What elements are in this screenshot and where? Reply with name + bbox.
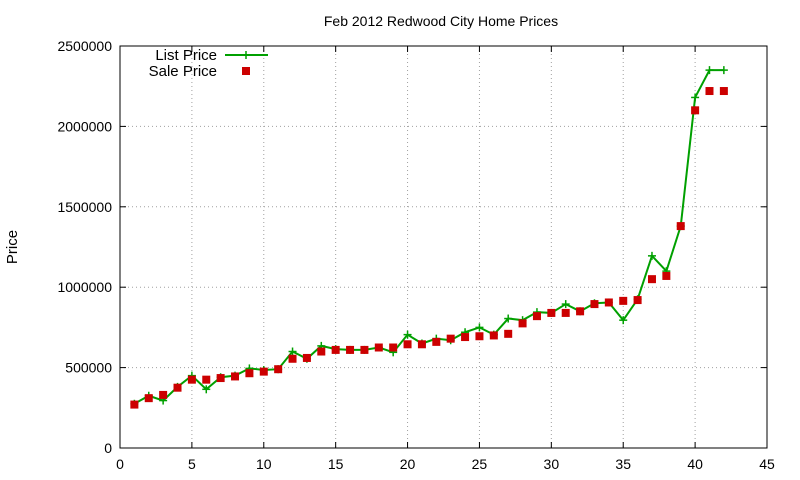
x-tick-label: 40	[687, 456, 703, 472]
list-price-point	[619, 316, 628, 325]
sale-price-point	[461, 333, 470, 342]
y-tick-label: 2000000	[57, 118, 112, 134]
sale-price-point	[231, 372, 240, 381]
sale-price-point	[705, 87, 714, 96]
x-tick-label: 30	[544, 456, 560, 472]
sale-price-point	[403, 340, 412, 349]
list-price-line	[133, 69, 724, 405]
sale-price-point	[360, 345, 369, 354]
x-tick-label: 5	[188, 456, 196, 472]
sale-price-point	[417, 340, 426, 349]
sale-price-point	[518, 319, 527, 328]
list-price-point	[504, 314, 513, 323]
x-tick-label: 25	[472, 456, 488, 472]
x-tick-label: 10	[256, 456, 272, 472]
y-axis-label: Price	[4, 230, 21, 264]
sale-price-point	[173, 383, 182, 392]
y-tick-label: 1500000	[57, 199, 112, 215]
x-tick-label: 45	[759, 456, 775, 472]
sale-price-point	[719, 87, 728, 96]
legend-label: List Price	[155, 47, 217, 64]
sale-price-point	[432, 337, 441, 346]
list-price-point	[647, 251, 656, 260]
chart-title: Feb 2012 Redwood City Home Prices	[324, 13, 558, 29]
sale-price-point	[130, 400, 139, 409]
series-0	[130, 66, 728, 408]
list-price-point	[719, 66, 728, 75]
sale-price-point	[547, 308, 556, 317]
sale-price-point	[633, 296, 642, 305]
sale-price-point	[504, 329, 513, 338]
x-tick-label: 35	[615, 456, 631, 472]
sale-price-point	[202, 375, 211, 384]
sale-price-point	[576, 307, 585, 316]
sale-price-point	[187, 375, 196, 384]
sale-price-point	[159, 390, 168, 399]
sale-price-point	[346, 345, 355, 354]
sale-price-point	[288, 354, 297, 363]
sale-price-point	[619, 296, 628, 305]
sale-price-point	[317, 347, 326, 356]
legend-label: Sale Price	[149, 63, 217, 80]
sale-price-point	[144, 394, 153, 403]
sale-price-point	[302, 353, 311, 362]
list-price-point	[202, 385, 211, 394]
sale-price-point	[389, 343, 398, 352]
y-tick-label: 0	[104, 440, 112, 456]
plot-frame	[119, 45, 768, 449]
sale-price-point	[647, 275, 656, 284]
x-tick-label: 0	[116, 456, 124, 472]
grid-lines	[120, 46, 767, 448]
list-price-point	[288, 347, 297, 356]
axis-ticks: 0 5 10 15 20 25 30 35 40 45 0 500000 1000000 1500000 2…	[57, 38, 775, 472]
sale-price-point	[561, 308, 570, 317]
sale-price-point	[446, 334, 455, 343]
sale-price-point	[331, 345, 340, 354]
x-tick-label: 15	[328, 456, 344, 472]
sale-price-point	[676, 222, 685, 231]
y-tick-label: 1000000	[57, 279, 112, 295]
list-price-point	[403, 330, 412, 339]
y-tick-label: 2500000	[57, 38, 112, 54]
sale-price-point	[216, 374, 225, 383]
series-1	[130, 87, 728, 409]
list-price-point	[561, 300, 570, 309]
y-tick-label: 500000	[65, 360, 112, 376]
sale-price-point	[662, 271, 671, 280]
sale-price-point	[691, 106, 700, 115]
list-price-point	[705, 66, 714, 75]
sale-price-point	[274, 365, 283, 374]
series-layer	[130, 66, 728, 409]
sale-price-point	[374, 343, 383, 352]
legend-plus-swatch	[242, 51, 250, 59]
sale-price-point	[245, 369, 254, 378]
legend-square-swatch	[242, 67, 250, 75]
list-price-point	[691, 93, 700, 102]
x-tick-label: 20	[400, 456, 416, 472]
sale-price-point	[590, 300, 599, 309]
list-price-point	[475, 323, 484, 332]
sale-price-point	[475, 332, 484, 341]
sale-price-point	[259, 367, 268, 376]
sale-price-point	[489, 331, 498, 340]
sale-price-point	[604, 298, 613, 307]
sale-price-point	[532, 312, 541, 321]
